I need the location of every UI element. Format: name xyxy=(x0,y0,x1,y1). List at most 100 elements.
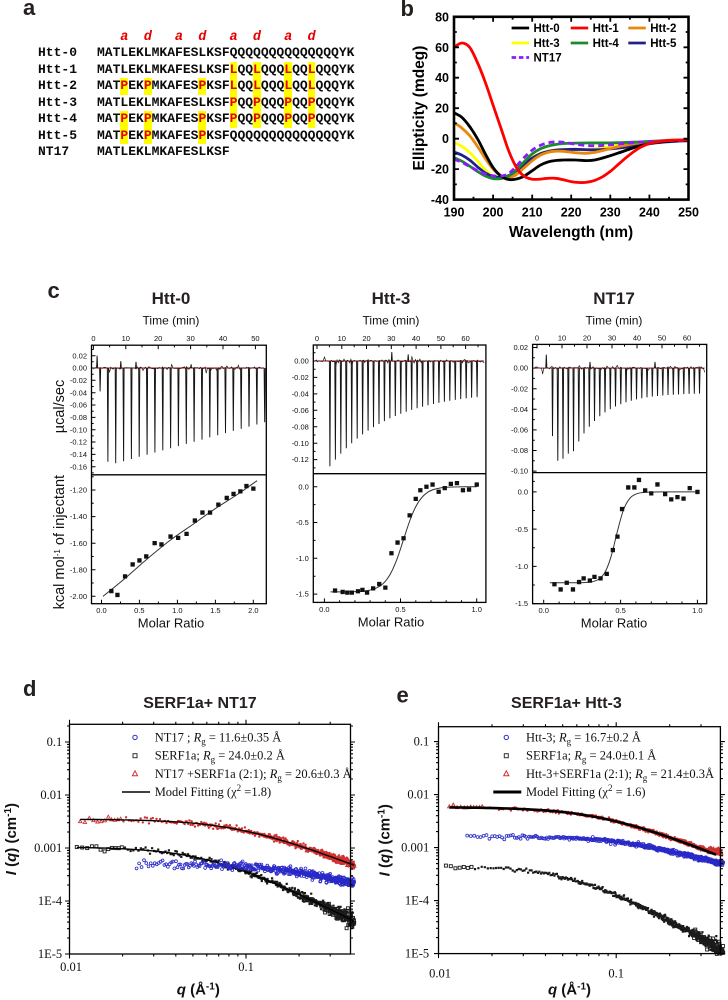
svg-text:-0.06: -0.06 xyxy=(511,426,528,435)
svg-text:0.00: 0.00 xyxy=(294,357,309,366)
svg-text:0: 0 xyxy=(91,334,95,343)
svg-text:50: 50 xyxy=(251,334,259,343)
svg-text:30: 30 xyxy=(387,334,395,343)
svg-text:1.0: 1.0 xyxy=(172,606,182,615)
svg-text:d: d xyxy=(23,676,36,701)
svg-text:0.1: 0.1 xyxy=(47,735,63,749)
svg-text:210: 210 xyxy=(522,206,543,220)
svg-text:20: 20 xyxy=(583,333,591,342)
svg-text:40: 40 xyxy=(412,334,420,343)
svg-text:60: 60 xyxy=(435,41,449,55)
svg-text:0.0: 0.0 xyxy=(96,606,106,615)
svg-text:0.01: 0.01 xyxy=(407,788,429,802)
svg-text:0.00: 0.00 xyxy=(513,364,528,373)
svg-text:0.1: 0.1 xyxy=(608,967,624,981)
svg-text:-0.12: -0.12 xyxy=(70,438,87,447)
svg-text:0: 0 xyxy=(442,132,449,146)
svg-text:b: b xyxy=(401,0,414,21)
svg-text:-0.06: -0.06 xyxy=(70,401,87,410)
svg-text:0: 0 xyxy=(315,334,319,343)
svg-text:Time (min): Time (min) xyxy=(143,314,200,328)
svg-text:-1.0: -1.0 xyxy=(296,554,309,563)
svg-text:-1.40: -1.40 xyxy=(70,512,87,521)
svg-text:-0.02: -0.02 xyxy=(511,384,528,393)
svg-text:1E-4: 1E-4 xyxy=(405,894,430,908)
svg-text:0.02: 0.02 xyxy=(513,343,528,352)
svg-text:-0.04: -0.04 xyxy=(511,405,528,414)
svg-text:0.5: 0.5 xyxy=(615,606,625,615)
svg-text:-1.5: -1.5 xyxy=(515,599,528,608)
svg-text:Htt-1: Htt-1 xyxy=(593,23,620,35)
svg-text:Htt-5: Htt-5 xyxy=(650,38,677,50)
svg-text:0.00: 0.00 xyxy=(72,364,87,373)
svg-text:1E-5: 1E-5 xyxy=(38,947,62,961)
svg-text:0.0: 0.0 xyxy=(538,606,548,615)
svg-text:Time (min): Time (min) xyxy=(586,314,643,328)
svg-text:240: 240 xyxy=(639,206,660,220)
svg-text:µcal/sec: µcal/sec xyxy=(52,380,68,433)
svg-text:-0.08: -0.08 xyxy=(511,446,528,455)
svg-text:40: 40 xyxy=(633,333,641,342)
svg-text:SERF1a; Rg = 24.0±0.2 Å: SERF1a; Rg = 24.0±0.2 Å xyxy=(155,749,285,765)
svg-text:q (Å-1): q (Å-1) xyxy=(177,982,220,999)
svg-text:-1.5: -1.5 xyxy=(296,590,309,599)
svg-text:0.1: 0.1 xyxy=(414,735,430,749)
svg-text:30: 30 xyxy=(186,334,194,343)
svg-text:Htt-3: Htt-3 xyxy=(534,38,560,50)
svg-text:0.0: 0.0 xyxy=(319,605,329,614)
svg-text:Htt-3; Rg = 16.7±0.2 Å: Htt-3; Rg = 16.7±0.2 Å xyxy=(526,730,641,746)
svg-text:-0.04: -0.04 xyxy=(292,390,309,399)
svg-text:NT17: NT17 xyxy=(534,53,562,65)
svg-text:2.0: 2.0 xyxy=(248,606,258,615)
svg-text:-2.00: -2.00 xyxy=(70,592,87,601)
svg-text:Htt-3+SERF1a (2:1); Rg = 21.4±: Htt-3+SERF1a (2:1); Rg = 21.4±0.3Å xyxy=(526,767,714,783)
svg-text:1.0: 1.0 xyxy=(692,606,702,615)
svg-text:20: 20 xyxy=(154,334,162,343)
svg-text:SERF1a+ NT17: SERF1a+ NT17 xyxy=(143,695,256,712)
svg-text:-0.06: -0.06 xyxy=(292,406,309,415)
svg-text:50: 50 xyxy=(437,334,445,343)
svg-text:-0.5: -0.5 xyxy=(296,518,309,527)
svg-text:-1.80: -1.80 xyxy=(70,565,87,574)
svg-text:-20: -20 xyxy=(431,163,449,177)
svg-text:60: 60 xyxy=(461,334,469,343)
svg-text:-0.02: -0.02 xyxy=(70,376,87,385)
svg-text:-0.02: -0.02 xyxy=(292,373,309,382)
svg-text:1.5: 1.5 xyxy=(210,606,220,615)
svg-text:0.0: 0.0 xyxy=(298,482,308,491)
svg-text:Htt-4: Htt-4 xyxy=(593,38,620,50)
svg-text:50: 50 xyxy=(658,333,666,342)
svg-text:SERF1a+ Htt-3: SERF1a+ Htt-3 xyxy=(511,695,622,712)
svg-text:c: c xyxy=(48,278,60,303)
svg-text:kcal mol-1 of injectant: kcal mol-1 of injectant xyxy=(52,475,68,609)
svg-text:-0.04: -0.04 xyxy=(70,388,87,397)
svg-text:-1.20: -1.20 xyxy=(70,486,87,495)
svg-text:I (q) (cm-1): I (q) (cm-1) xyxy=(377,804,394,876)
svg-text:-0.10: -0.10 xyxy=(70,425,87,434)
svg-text:0.02: 0.02 xyxy=(72,351,87,360)
svg-text:NT17: NT17 xyxy=(593,289,635,308)
svg-text:220: 220 xyxy=(561,206,582,220)
svg-text:80: 80 xyxy=(435,10,449,24)
svg-text:Wavelength (nm): Wavelength (nm) xyxy=(509,224,633,241)
svg-text:Model Fitting (χ2 = 1.6): Model Fitting (χ2 = 1.6) xyxy=(526,783,646,799)
svg-text:Model Fitting (χ2 =1.8): Model Fitting (χ2 =1.8) xyxy=(155,783,271,799)
svg-text:10: 10 xyxy=(122,334,130,343)
svg-text:e: e xyxy=(397,683,409,708)
svg-text:q (Å-1): q (Å-1) xyxy=(548,982,591,999)
svg-text:1E-5: 1E-5 xyxy=(405,947,429,961)
svg-text:Htt-0: Htt-0 xyxy=(152,289,191,308)
svg-text:40: 40 xyxy=(435,71,449,85)
svg-text:Ellipticity (mdeg): Ellipticity (mdeg) xyxy=(411,46,428,171)
svg-text:1.0: 1.0 xyxy=(471,605,481,614)
svg-text:0.1: 0.1 xyxy=(238,960,254,974)
svg-text:-0.10: -0.10 xyxy=(511,467,528,476)
svg-text:-0.14: -0.14 xyxy=(70,450,87,459)
svg-text:0.5: 0.5 xyxy=(134,606,144,615)
svg-text:NT17 +SERF1a (2:1); Rg = 20.6±: NT17 +SERF1a (2:1); Rg = 20.6±0.3 Å xyxy=(155,767,352,783)
svg-text:-0.12: -0.12 xyxy=(292,455,309,464)
svg-text:Molar Ratio: Molar Ratio xyxy=(358,614,424,629)
svg-text:20: 20 xyxy=(435,102,449,116)
svg-text:60: 60 xyxy=(683,333,691,342)
svg-text:30: 30 xyxy=(608,333,616,342)
